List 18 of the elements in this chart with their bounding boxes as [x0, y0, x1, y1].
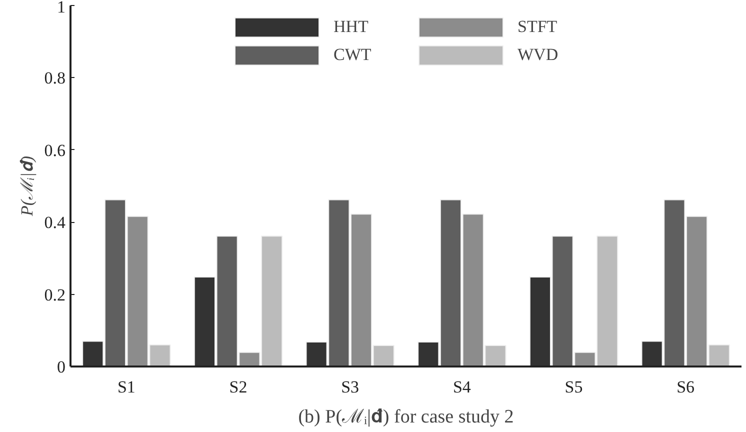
text: (b) P(ℳᵢ|𝐝̂) for case study 2	[298, 406, 514, 428]
y-tick-label: 0.8	[44, 68, 66, 88]
legend-label: CWT	[334, 45, 372, 65]
y-tick-label: 0.4	[44, 213, 66, 232]
legend-label: STFT	[518, 17, 558, 37]
x-tick-label: S5	[564, 378, 583, 396]
x-tick-label: S1	[117, 378, 136, 396]
x-tick-label: S4	[452, 378, 472, 396]
x-tick-label: S2	[229, 378, 248, 396]
y-tick-label: 0.2	[44, 285, 66, 304]
y-axis-title: P(ℳᵢ|𝐝̂)	[17, 156, 36, 218]
y-tick-label: 0	[57, 358, 66, 376]
x-tick-label: S6	[676, 378, 695, 396]
y-tick-label: 0.6	[44, 140, 66, 160]
x-tick-label: S3	[341, 378, 360, 396]
y-tick-label: 1	[57, 0, 66, 16]
legend-label: WVD	[518, 45, 560, 65]
legend-label: HHT	[334, 17, 370, 37]
